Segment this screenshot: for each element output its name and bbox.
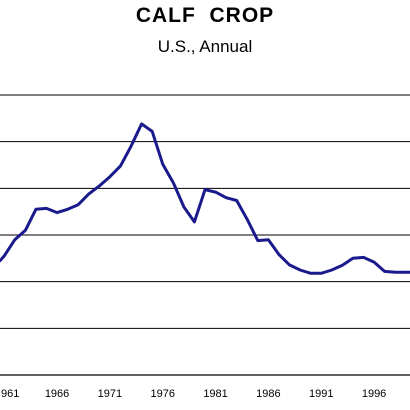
- x-axis-tick-labels: 961 1966 1971 1976 1981 1986 1991 1996: [1, 388, 386, 400]
- x-tick-label: 961: [1, 388, 19, 400]
- x-tick-label: 1981: [203, 388, 227, 400]
- x-tick-label: 1996: [362, 388, 386, 400]
- x-tick-label: 1966: [45, 388, 69, 400]
- series-line-group: [0, 122, 410, 275]
- x-tick-label: 1986: [256, 388, 280, 400]
- x-tick-label: 1971: [98, 388, 122, 400]
- x-tick-label: 1976: [150, 388, 174, 400]
- x-tick-label: 1991: [309, 388, 333, 400]
- gridlines: [0, 94, 410, 376]
- chart-subtitle: U.S., Annual: [157, 37, 253, 56]
- chart-title: CALF CROP: [135, 4, 275, 27]
- series-line: [0, 122, 410, 275]
